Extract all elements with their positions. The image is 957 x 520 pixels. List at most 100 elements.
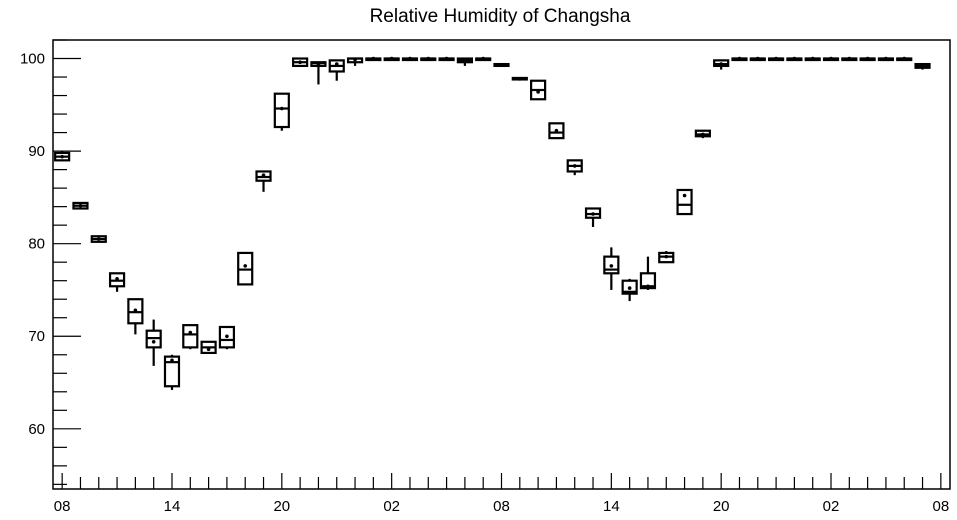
box-item: [676, 188, 693, 216]
y-tick-label: 80: [28, 236, 45, 253]
box-item: [237, 251, 254, 286]
x-tick-label: 08: [54, 498, 71, 515]
box-mean-marker: [481, 56, 485, 61]
box-mean-marker: [188, 330, 193, 335]
box-mean-marker: [225, 334, 229, 339]
x-axis: 08 14 20 02 08 14 20 02 08: [54, 473, 949, 515]
box-mean-marker: [664, 254, 669, 259]
box-mean-marker: [151, 340, 156, 344]
box-item: [475, 56, 492, 62]
box-item: [786, 56, 803, 62]
y-tick-label: 90: [28, 143, 45, 160]
box-item: [346, 57, 364, 66]
box-mean-marker: [243, 264, 248, 268]
y-axis: 60 70 80 90 100: [20, 39, 81, 485]
y-tick-label: 60: [28, 421, 45, 438]
box-item: [896, 56, 913, 62]
box-mean-marker: [810, 56, 815, 61]
box-series: [54, 56, 931, 390]
box-mean-marker: [847, 56, 852, 61]
x-tick-label: 20: [273, 498, 290, 515]
box-item: [365, 56, 382, 62]
box-item: [822, 56, 840, 62]
box-mean-marker: [682, 193, 687, 198]
box-item: [218, 325, 236, 350]
box-mean-marker: [719, 62, 723, 66]
box-mean-marker: [554, 128, 559, 133]
box-mean-marker: [261, 173, 266, 177]
box-item: [72, 201, 89, 210]
box-item: [914, 62, 931, 70]
box-mean-marker: [426, 56, 431, 61]
box-item: [877, 56, 895, 62]
box-item: [401, 56, 419, 62]
box-item: [273, 92, 290, 131]
x-tick-label: 14: [164, 498, 181, 515]
box-mean-marker: [572, 164, 577, 168]
box-mean-marker: [920, 64, 925, 68]
box-item: [548, 122, 565, 140]
box-mean-marker: [865, 56, 870, 61]
box-item: [639, 256, 657, 290]
box-mean-marker: [701, 132, 705, 137]
box-item: [163, 354, 181, 390]
box-mean-marker: [371, 56, 376, 61]
box-item: [108, 272, 126, 292]
box-item: [859, 56, 876, 62]
box-mean-marker: [536, 90, 540, 94]
box-mean-marker: [774, 56, 778, 61]
box-item: [493, 62, 510, 68]
box-mean-marker: [627, 286, 632, 290]
box-item: [310, 61, 327, 85]
box-mean-marker: [829, 56, 833, 61]
box-item: [200, 340, 217, 355]
box-item: [694, 129, 711, 139]
box-item: [438, 56, 455, 62]
box-mean-marker: [280, 106, 284, 111]
box-item: [749, 56, 766, 62]
box-mean-marker: [206, 347, 211, 352]
box-mean-marker: [884, 56, 888, 61]
box-mean-marker: [444, 56, 449, 61]
box-item: [584, 207, 602, 228]
box-mean-marker: [646, 284, 650, 289]
box-item: [841, 56, 858, 62]
box-item: [456, 57, 473, 66]
box-mean-marker: [115, 277, 119, 281]
box-mean-marker: [737, 56, 742, 61]
box-item: [603, 247, 620, 290]
box-mean-marker: [170, 358, 174, 363]
x-tick-label: 20: [713, 498, 730, 515]
chart-title: Relative Humidity of Changsha: [370, 6, 631, 27]
box-mean-marker: [60, 154, 64, 159]
box-item: [658, 251, 675, 264]
box-mean-marker: [591, 212, 595, 216]
box-mean-marker: [133, 308, 138, 313]
box-mean-marker: [96, 237, 101, 241]
box-mean-marker: [463, 58, 467, 63]
y-tick-label: 70: [28, 328, 45, 345]
box-mean-marker: [334, 62, 339, 66]
x-tick-label: 02: [823, 498, 840, 515]
box-item: [54, 151, 71, 162]
box-item: [731, 56, 748, 62]
box-mean-marker: [78, 203, 83, 208]
y-tick-label: 100: [20, 51, 45, 68]
box-mean-marker: [518, 77, 522, 81]
box-item: [530, 79, 547, 101]
box-mean-marker: [792, 56, 797, 61]
x-tick-label: 14: [603, 498, 620, 515]
box-item: [145, 319, 162, 366]
x-tick-label: 08: [493, 498, 510, 515]
box-item: [713, 59, 730, 70]
box-mean-marker: [408, 56, 412, 61]
box-iqr: [182, 324, 199, 349]
box-item: [127, 298, 144, 335]
box-iqr: [639, 272, 657, 290]
box-mean-marker: [609, 264, 614, 268]
box-item: [767, 56, 785, 62]
box-mean-marker: [902, 56, 907, 61]
box-item: [182, 324, 199, 350]
box-mean-marker: [316, 62, 321, 66]
